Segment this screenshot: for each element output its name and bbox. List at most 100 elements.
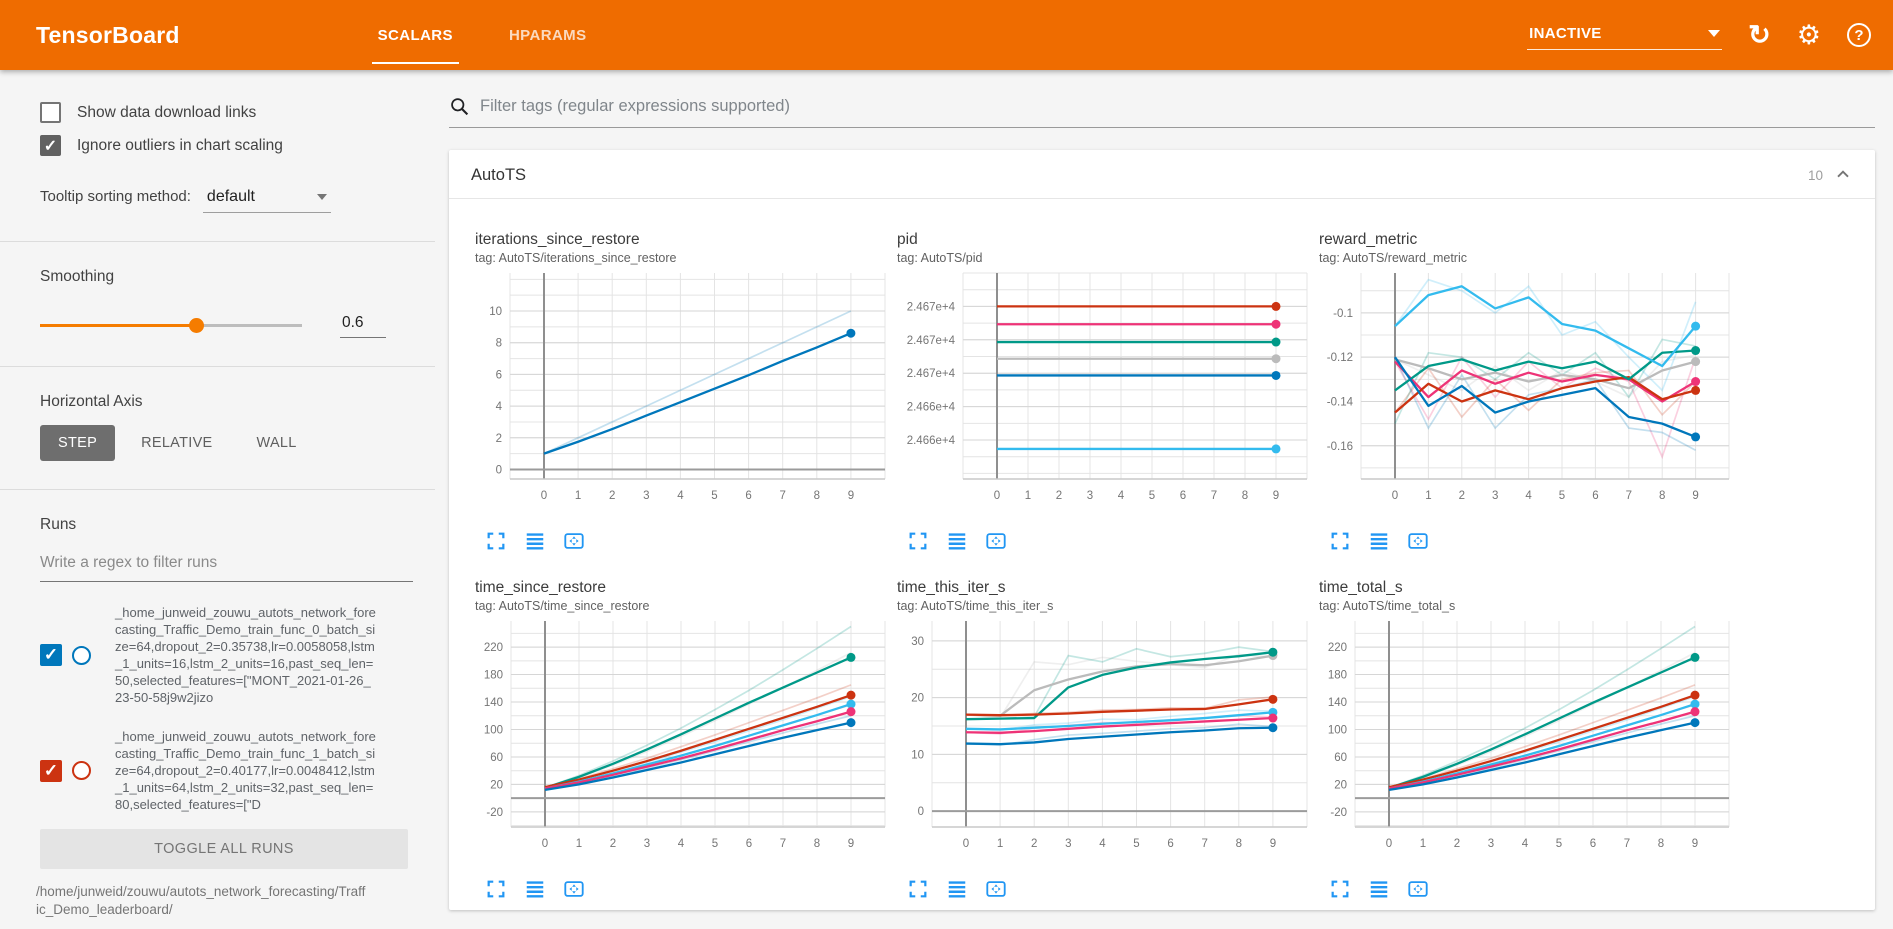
run-checkbox[interactable]: ✓: [40, 759, 62, 782]
axis-tick-label: 8: [1659, 490, 1665, 502]
tooltip-sorting-dropdown[interactable]: default: [202, 186, 331, 213]
chart-tag: tag: AutoTS/iterations_since_restore: [475, 251, 677, 265]
tooltip-sorting-value: default: [206, 188, 255, 205]
axis-tick-label: 7: [1624, 838, 1630, 850]
log-scale-icon[interactable]: [524, 529, 548, 553]
series-line: [544, 721, 852, 792]
help-icon[interactable]: ?: [1847, 23, 1871, 47]
axis-tick-label: 220: [1328, 642, 1347, 654]
axis-wall-button[interactable]: WALL: [239, 425, 315, 461]
axis-tick-label: 6: [1167, 838, 1173, 850]
tag-group-title: AutoTS: [471, 165, 527, 184]
show-download-links-checkbox[interactable]: [40, 102, 61, 123]
axis-tick-label: 2.467e+4: [907, 335, 956, 347]
chart-actions: [1329, 529, 1735, 553]
axis-tick-label: -20: [486, 807, 503, 819]
log-scale-icon[interactable]: [946, 877, 970, 901]
series-line: [544, 656, 852, 789]
log-scale-icon[interactable]: [524, 877, 548, 901]
expand-chart-icon[interactable]: [485, 877, 509, 901]
line-chart[interactable]: -20 20 60 100 140 180 220 0 1 2 3 4 5 6 7 8 9: [469, 615, 891, 875]
filter-tags-placeholder: Filter tags (regular expressions support…: [480, 97, 790, 115]
slider-fill: [40, 324, 198, 327]
expand-chart-icon[interactable]: [907, 529, 931, 553]
series-line: [1394, 360, 1697, 403]
series-line: [1388, 710, 1696, 790]
axis-tick-label: 2: [496, 433, 502, 445]
series-endpoint-dot: [846, 718, 856, 728]
series-line: [544, 651, 852, 788]
axis-tick-label: 9: [1270, 838, 1276, 850]
axis-tick-label: 5: [1559, 490, 1565, 502]
data-status-dropdown[interactable]: INACTIVE: [1527, 21, 1723, 50]
show-download-links-row[interactable]: Show data download links: [40, 102, 413, 123]
line-chart[interactable]: 0 10 20 30 0 1 2 3 4 5 6 7 8 9: [891, 615, 1313, 875]
divider: [0, 489, 435, 490]
fit-domain-icon[interactable]: [1407, 529, 1431, 553]
log-scale-icon[interactable]: [1368, 529, 1392, 553]
ignore-outliers-checkbox[interactable]: ✓: [40, 135, 61, 156]
series-endpoint-dot: [1691, 377, 1701, 387]
series-line: [965, 654, 1274, 717]
fit-domain-icon[interactable]: [563, 877, 587, 901]
axis-tick-label: -0.12: [1327, 352, 1353, 364]
axis-tick-label: 20: [490, 779, 503, 791]
filter-tags-input[interactable]: Filter tags (regular expressions support…: [449, 96, 1875, 128]
ignore-outliers-row[interactable]: ✓ Ignore outliers in chart scaling: [40, 135, 413, 156]
axis-relative-button[interactable]: RELATIVE: [123, 425, 230, 461]
axis-tick-label: 2: [1031, 838, 1037, 850]
line-chart[interactable]: 2.467e+4 2.467e+4 2.467e+4 2.466e+4 2.466e+4…: [891, 267, 1313, 527]
series-line: [1394, 356, 1697, 438]
fit-domain-icon[interactable]: [1407, 877, 1431, 901]
series-line: [1388, 694, 1696, 789]
run-solo-radio[interactable]: [72, 645, 91, 665]
run-name: _home_junweid_zouwu_autots_network_forec…: [115, 605, 376, 705]
smoothing-label: Smoothing: [40, 268, 115, 285]
axis-tick-label: 8: [814, 490, 820, 502]
axis-tick-label: 4: [1522, 838, 1529, 850]
chart-tag: tag: AutoTS/pid: [897, 251, 983, 265]
fit-domain-icon[interactable]: [563, 529, 587, 553]
axis-tick-label: -0.14: [1327, 396, 1354, 408]
run-solo-radio[interactable]: [72, 761, 91, 780]
run-item[interactable]: ✓ _home_junweid_zouwu_autots_network_for…: [40, 604, 413, 706]
run-item[interactable]: ✓ _home_junweid_zouwu_autots_network_for…: [40, 728, 413, 813]
toggle-all-runs-button[interactable]: TOGGLE ALL RUNS: [40, 829, 408, 869]
chart-title: time_this_iter_s: [897, 579, 1006, 596]
expand-chart-icon[interactable]: [907, 877, 931, 901]
log-scale-icon[interactable]: [946, 529, 970, 553]
expand-chart-icon[interactable]: [1329, 877, 1353, 901]
expand-chart-icon[interactable]: [1329, 529, 1353, 553]
axis-tick-label: 20: [911, 693, 924, 705]
data-status-value: INACTIVE: [1529, 24, 1602, 42]
gear-icon[interactable]: ⚙: [1796, 19, 1821, 50]
line-chart[interactable]: 0 2 4 6 8 10 0 1 2 3 4 5 6 7 8 9: [469, 267, 891, 527]
slider-thumb[interactable]: [189, 318, 205, 333]
axis-tick-label: 1: [1420, 838, 1426, 850]
tag-group-header[interactable]: AutoTS 10: [449, 150, 1875, 199]
tab-scalars[interactable]: SCALARS: [350, 0, 481, 70]
tab-hparams[interactable]: HPARAMS: [508, 26, 587, 44]
axis-tick-label: 3: [1492, 490, 1498, 502]
smoothing-slider[interactable]: [40, 318, 302, 333]
chart-actions: [907, 877, 1313, 901]
runs-filter-input[interactable]: [40, 550, 413, 582]
axis-tick-label: 6: [1590, 838, 1596, 850]
refresh-icon[interactable]: ↻: [1748, 19, 1771, 50]
chevron-up-icon[interactable]: [1833, 165, 1853, 185]
run-checkbox[interactable]: ✓: [40, 644, 62, 666]
fit-domain-icon[interactable]: [985, 529, 1009, 553]
axis-tick-label: 140: [1328, 697, 1347, 709]
fit-domain-icon[interactable]: [985, 877, 1009, 901]
axis-tick-label: 0: [963, 838, 969, 850]
axis-tick-label: 9: [1692, 838, 1698, 850]
line-chart[interactable]: -20 20 60 100 140 180 220 0 1 2 3 4 5 6 7 8 9: [1313, 615, 1735, 875]
line-chart[interactable]: -0.1 -0.12 -0.14 -0.16 0 1 2 3 4 5 6 7 8 9: [1313, 267, 1735, 527]
log-scale-icon[interactable]: [1368, 877, 1392, 901]
axis-step-button[interactable]: STEP: [40, 425, 116, 461]
series-line: [965, 653, 1273, 719]
series-line: [965, 716, 1273, 734]
expand-chart-icon[interactable]: [485, 529, 509, 553]
smoothing-value-input[interactable]: 0.6: [340, 312, 386, 338]
axis-tick-label: 8: [496, 338, 502, 350]
